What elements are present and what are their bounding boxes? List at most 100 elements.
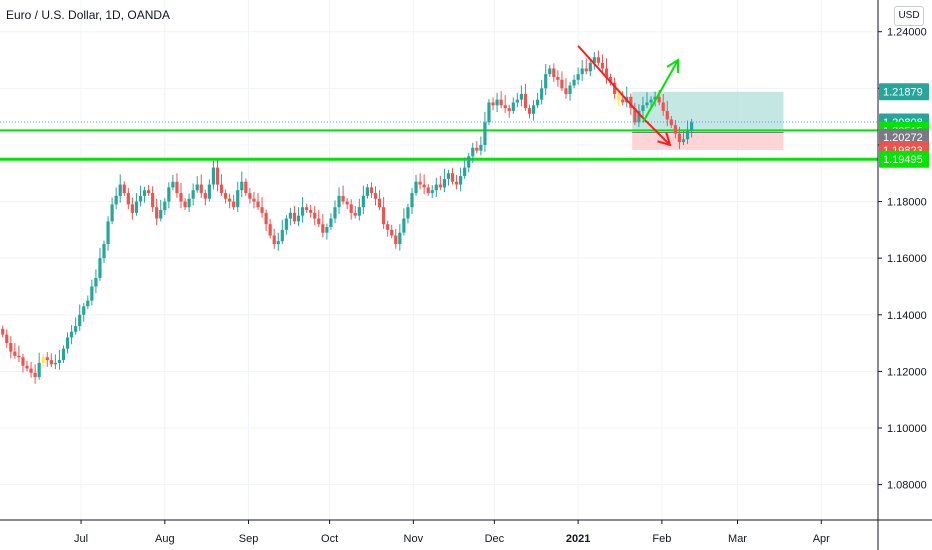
candle bbox=[219, 174, 224, 196]
candle-body bbox=[536, 99, 540, 106]
candle bbox=[191, 183, 195, 206]
candle-body bbox=[523, 93, 528, 109]
candle bbox=[426, 183, 430, 196]
candle-body bbox=[232, 201, 236, 208]
candle-body bbox=[564, 88, 568, 94]
red-trendline[interactable] bbox=[577, 45, 644, 119]
candle-body bbox=[580, 68, 584, 75]
candle-body bbox=[527, 108, 532, 114]
candle bbox=[641, 96, 645, 118]
candle-body bbox=[422, 184, 426, 188]
time-tick-label: Jul bbox=[74, 533, 88, 545]
candle bbox=[171, 174, 175, 191]
candle-body bbox=[223, 193, 228, 199]
candle bbox=[568, 82, 572, 101]
candle-body bbox=[406, 207, 410, 219]
candle-body bbox=[430, 190, 434, 194]
time-tick-label: Oct bbox=[321, 533, 338, 545]
candle-body bbox=[641, 105, 645, 111]
candle-body bbox=[629, 96, 633, 109]
candle-body bbox=[463, 167, 467, 177]
candle-body bbox=[49, 360, 53, 365]
horizontal-lines[interactable] bbox=[0, 121, 878, 161]
candle bbox=[163, 198, 167, 215]
candle bbox=[377, 190, 382, 211]
candle bbox=[94, 269, 98, 294]
candle-body bbox=[398, 232, 402, 245]
candle-body bbox=[552, 68, 556, 77]
candle-body bbox=[410, 193, 414, 208]
time-tick-label: Apr bbox=[813, 533, 830, 545]
candle bbox=[365, 183, 370, 199]
price-label-support-line: 1.19495 bbox=[879, 150, 929, 168]
candle bbox=[463, 157, 467, 179]
candle bbox=[681, 130, 686, 145]
candle-body bbox=[576, 74, 580, 80]
candle-body bbox=[479, 144, 483, 151]
candle-body bbox=[483, 122, 487, 145]
time-axis[interactable]: Jul Aug Sep Oct Nov Dec 2021 Feb Mar Apr bbox=[0, 519, 932, 545]
candle bbox=[228, 193, 232, 209]
currency-button[interactable]: USD bbox=[894, 6, 924, 26]
candle bbox=[207, 179, 211, 202]
candle bbox=[57, 349, 62, 370]
time-tick-label: Aug bbox=[155, 533, 175, 545]
candle bbox=[33, 364, 37, 384]
candle bbox=[349, 199, 353, 220]
candle bbox=[467, 152, 471, 173]
price-tick-label: 1.08000 bbox=[887, 480, 927, 492]
candle-body bbox=[74, 326, 78, 332]
candle-body bbox=[110, 204, 114, 222]
candle bbox=[673, 120, 677, 139]
candle-body bbox=[604, 68, 609, 77]
candle-body bbox=[394, 235, 398, 245]
candle bbox=[211, 160, 216, 190]
time-tick-label: Dec bbox=[485, 533, 505, 545]
candle-body bbox=[645, 102, 649, 106]
candle bbox=[155, 198, 159, 226]
candle bbox=[78, 304, 82, 331]
candle-body bbox=[544, 74, 548, 89]
candle-body bbox=[280, 229, 284, 242]
candle bbox=[159, 199, 163, 222]
candle-body bbox=[288, 212, 293, 219]
candle-body bbox=[13, 351, 17, 356]
candle-body bbox=[584, 68, 588, 72]
candle bbox=[102, 240, 106, 263]
drawings[interactable] bbox=[577, 45, 680, 147]
candle bbox=[244, 178, 248, 196]
candle bbox=[515, 92, 519, 108]
red-arrow[interactable] bbox=[642, 117, 672, 147]
candle-body bbox=[317, 218, 321, 225]
candle-body bbox=[57, 360, 62, 363]
candle-body bbox=[21, 357, 25, 366]
candle-body bbox=[600, 62, 605, 69]
candle bbox=[175, 173, 179, 198]
candle-body bbox=[5, 334, 9, 344]
candle-body bbox=[386, 224, 390, 230]
candle bbox=[507, 104, 511, 118]
candle-body bbox=[426, 187, 430, 194]
candle-body bbox=[219, 184, 224, 194]
candle bbox=[544, 63, 548, 96]
candle-body bbox=[617, 93, 621, 100]
candle-body bbox=[211, 167, 216, 185]
price-tick-label: 1.10000 bbox=[887, 423, 927, 435]
price-axis[interactable]: 1.08000 1.10000 1.12000 1.14000 1.16000 1.180… bbox=[877, 0, 927, 550]
candle bbox=[151, 186, 155, 213]
time-tick-label: Mar bbox=[728, 533, 747, 545]
candle bbox=[361, 185, 365, 215]
candle-body bbox=[361, 195, 365, 208]
candle-body bbox=[669, 119, 673, 126]
candle-body bbox=[146, 190, 151, 194]
candle bbox=[215, 159, 220, 192]
candle bbox=[86, 295, 90, 310]
candle-body bbox=[82, 306, 86, 315]
candle-body bbox=[130, 204, 134, 213]
green-arrow[interactable] bbox=[642, 58, 680, 123]
candle-body bbox=[503, 105, 507, 109]
candle-body bbox=[260, 207, 264, 213]
green-arrow-shaft bbox=[642, 59, 679, 123]
candle-body bbox=[333, 207, 337, 219]
